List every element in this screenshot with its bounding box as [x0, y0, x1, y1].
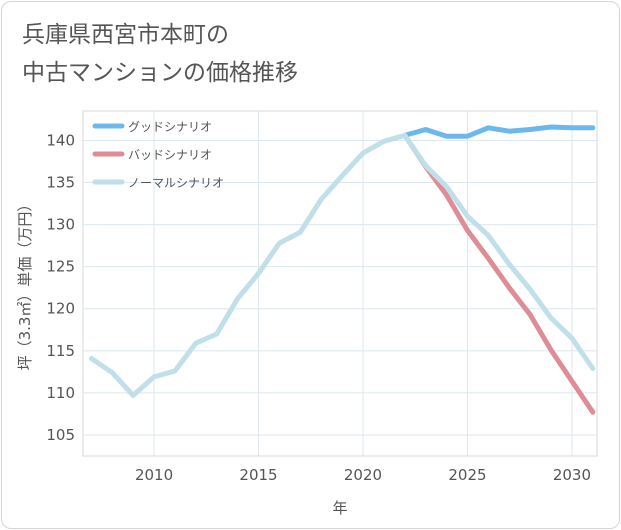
x-tick-label: 2030 [553, 466, 591, 484]
chart-title-line-2: 中古マンションの価格推移 [22, 60, 298, 86]
x-axis-label: 年 [332, 499, 347, 517]
chart-title: 兵庫県西宮市本町の 中古マンションの価格推移 [22, 16, 298, 92]
y-tick-label: 125 [46, 258, 75, 276]
y-axis-label: 坪（3.3㎡）単価（万円） [16, 197, 34, 371]
y-tick-label: 130 [46, 216, 75, 234]
y-tick-label: 120 [46, 300, 75, 318]
y-tick-label: 140 [46, 131, 75, 149]
y-tick-label: 115 [46, 342, 75, 360]
x-tick-label: 2025 [448, 466, 486, 484]
plot-frame [82, 110, 598, 457]
y-tick-label: 110 [46, 384, 75, 402]
series-line-normal [88, 132, 596, 398]
series-line-good [402, 124, 596, 139]
series-lines [88, 124, 596, 415]
x-tick-label: 2020 [344, 466, 382, 484]
legend-label: ノーマルシナリオ [128, 176, 224, 190]
tick-labels: 2010 2015 2020 2025 2030 105 110 115 120 125 130 13… [46, 131, 591, 484]
grid [83, 111, 597, 456]
chart-title-line-1: 兵庫県西宮市本町の [22, 22, 229, 48]
legend-label: バッドシナリオ [128, 148, 212, 162]
y-tick-label: 105 [46, 426, 75, 444]
series-line-bad [402, 132, 596, 415]
x-tick-label: 2015 [239, 466, 277, 484]
legend-label: グッドシナリオ [128, 120, 212, 134]
x-tick-label: 2010 [135, 466, 173, 484]
y-tick-label: 135 [46, 174, 75, 192]
